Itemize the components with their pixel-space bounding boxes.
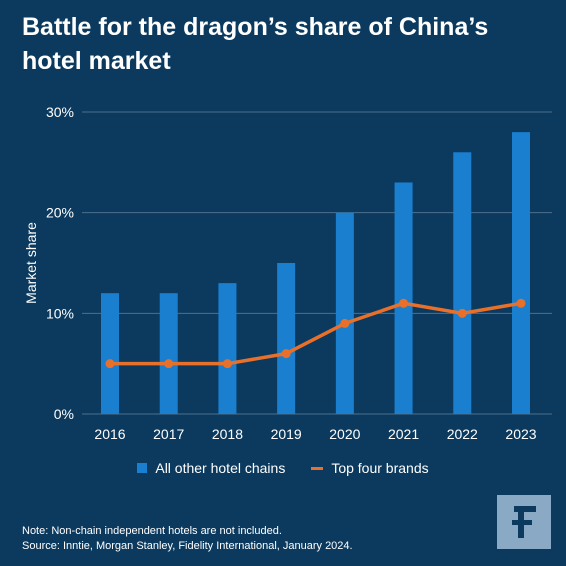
legend-item-line: Top four brands — [311, 460, 429, 476]
line-point — [399, 298, 409, 308]
x-tick-label: 2022 — [447, 426, 478, 442]
footnote: Note: Non-chain independent hotels are n… — [22, 524, 353, 554]
legend-label-bars: All other hotel chains — [155, 460, 286, 476]
y-axis-label: Market share — [23, 222, 39, 304]
x-tick-label: 2018 — [212, 426, 243, 442]
bar — [512, 132, 530, 414]
x-tick-label: 2017 — [153, 426, 184, 442]
x-tick-label: 2016 — [94, 426, 125, 442]
x-tick-label: 2019 — [271, 426, 302, 442]
chart-title: Battle for the dragon’s share of China’s… — [22, 13, 489, 75]
legend: All other hotel chains Top four brands — [0, 460, 566, 476]
legend-swatch-bars — [137, 463, 148, 473]
fidelity-f-logo-icon — [512, 506, 536, 538]
bar — [159, 293, 178, 414]
bar — [101, 293, 119, 414]
note-text: Note: Non-chain independent hotels are n… — [22, 525, 282, 537]
bar — [277, 263, 296, 414]
bar — [394, 182, 413, 414]
line-point — [516, 298, 526, 308]
fidelity-logo — [497, 495, 551, 549]
bar — [218, 283, 237, 414]
y-tick-label: 20% — [46, 205, 74, 221]
y-tick-label: 10% — [46, 305, 74, 321]
line-point — [457, 308, 467, 318]
legend-swatch-line — [311, 466, 324, 470]
legend-item-bars: All other hotel chains — [137, 460, 285, 476]
x-tick-label: 2021 — [388, 426, 419, 442]
x-tick-label: 2020 — [329, 426, 360, 442]
line-point — [222, 359, 232, 369]
series-line — [110, 301, 522, 366]
line-point — [340, 318, 350, 328]
source-text: Source: Inntie, Morgan Stanley, Fidelity… — [22, 540, 353, 552]
bar — [335, 212, 354, 414]
line-point — [164, 359, 174, 369]
legend-label-line: Top four brands — [331, 460, 429, 476]
line-point — [105, 359, 115, 369]
y-tick-label: 0% — [54, 406, 74, 422]
chart-area: 0% 10% 20% 30% Market share 2016 2017 2018 2019 2… — [23, 104, 552, 442]
bar — [453, 152, 472, 414]
line-point — [281, 349, 291, 359]
x-tick-label: 2023 — [505, 426, 536, 442]
y-tick-label: 30% — [46, 104, 74, 120]
